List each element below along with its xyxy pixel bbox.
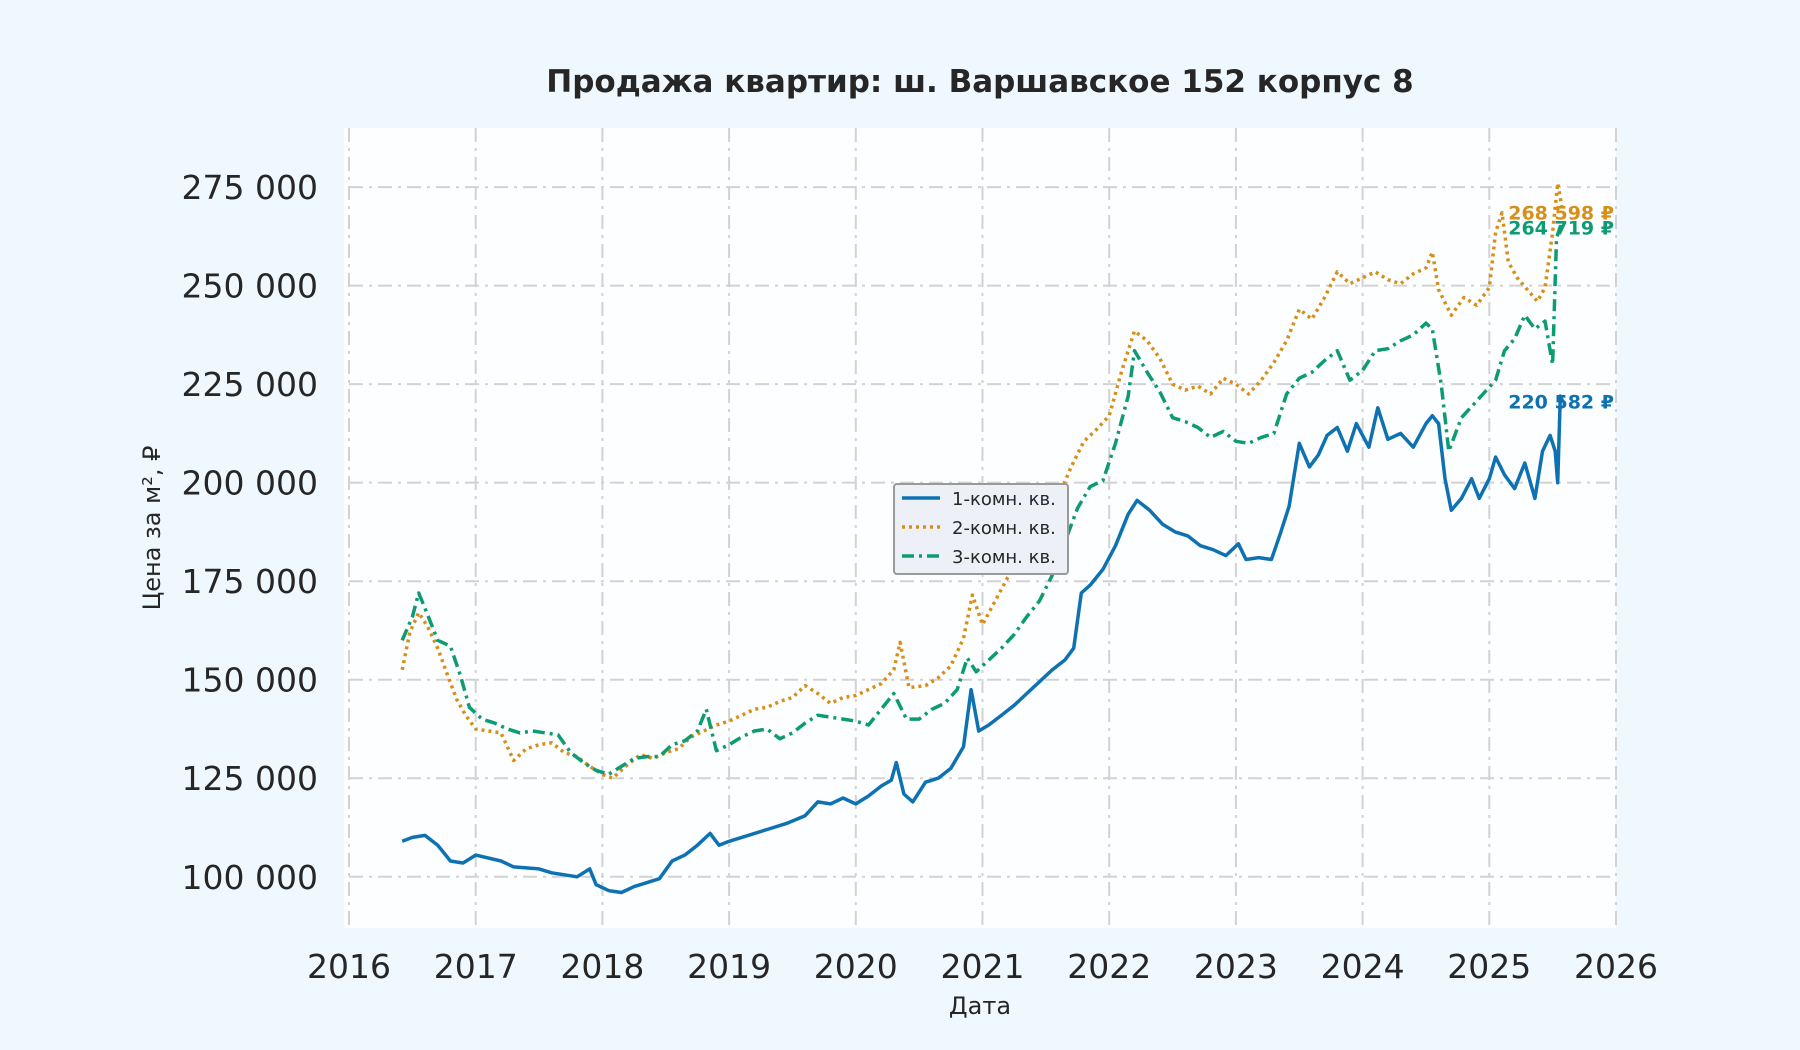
series-line-1 (401, 394, 1565, 895)
x-tick-label: 2024 (1321, 947, 1405, 986)
x-tick-label: 2019 (687, 947, 771, 986)
series-layer (400, 181, 1565, 895)
x-tick-label: 2026 (1574, 947, 1658, 986)
x-tick-label: 2021 (941, 947, 1025, 986)
y-tick-label: 150 000 (182, 661, 318, 700)
end-value-label-1: 220 582 ₽ (1508, 392, 1614, 414)
legend-label-3: 3-комн. кв. (952, 547, 1056, 568)
legend: 1-комн. кв. 2-комн. кв. 3-комн. кв. (893, 483, 1069, 575)
x-tick-label: 2018 (560, 947, 644, 986)
legend-label-2: 2-комн. кв. (952, 518, 1056, 539)
y-tick-label: 275 000 (182, 168, 318, 207)
x-tick-label: 2016 (307, 947, 391, 986)
y-tick-label: 200 000 (182, 464, 318, 503)
x-tick-label: 2023 (1194, 947, 1278, 986)
y-tick-label: 250 000 (182, 267, 318, 306)
x-tick-labels: 2016 2017 2018 2019 2020 2021 2022 2023 2024 2025… (307, 947, 1658, 986)
chart-title: Продажа квартир: ш. Варшавское 152 корпу… (546, 64, 1413, 100)
end-value-label-2: 268 598 ₽ (1508, 202, 1614, 224)
legend-box (893, 483, 1069, 575)
x-tick-label: 2022 (1067, 947, 1151, 986)
y-tick-label: 225 000 (182, 365, 318, 404)
y-axis-label: Цена за м², ₽ (138, 446, 166, 611)
x-axis-label: Дата (949, 992, 1011, 1020)
x-tick-label: 2017 (434, 947, 518, 986)
y-tick-label: 125 000 (182, 759, 318, 798)
end-labels: 220 582 ₽ 268 598 ₽264 719 ₽ (1508, 202, 1614, 413)
y-tick-label: 175 000 (182, 562, 318, 601)
end-value-label-3: 264 719 ₽ (1508, 218, 1614, 240)
series-line-3 (400, 224, 1564, 777)
y-tick-labels: 100 000 125 000 150 000 175 000 200 000 225 0… (182, 168, 318, 897)
legend-label-1: 1-комн. кв. (952, 489, 1056, 510)
series-line-2 (400, 181, 1565, 780)
y-tick-label: 100 000 (182, 858, 318, 897)
x-tick-label: 2025 (1447, 947, 1531, 986)
x-tick-label: 2020 (814, 947, 898, 986)
